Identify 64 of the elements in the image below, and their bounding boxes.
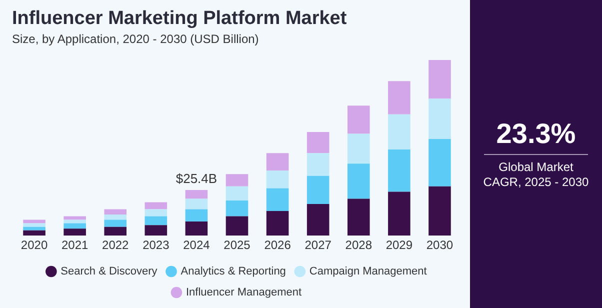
bar — [388, 114, 410, 150]
legend-label: Influencer Management — [186, 286, 302, 299]
text: 23.3% — [495, 118, 577, 151]
bar — [428, 98, 451, 140]
bar — [428, 186, 451, 236]
bar — [226, 174, 248, 186]
bar — [144, 225, 168, 236]
bar — [64, 220, 86, 224]
x-tick-label: 2028 — [345, 238, 372, 252]
bar — [104, 214, 127, 220]
bar — [23, 223, 46, 227]
bar — [23, 220, 46, 224]
bar — [64, 216, 86, 220]
bar — [226, 216, 248, 236]
bar — [388, 192, 410, 236]
x-tick-label: 2023 — [142, 238, 170, 252]
bar — [185, 198, 208, 210]
bar — [23, 230, 46, 236]
annotation: $25.4B — [176, 171, 218, 186]
bar — [104, 220, 127, 227]
text: Global Market CAGR, 2025 - 2030 — [482, 160, 590, 190]
bar — [144, 216, 168, 226]
bar — [266, 188, 289, 212]
legend-label: Analytics & Reporting — [180, 266, 286, 278]
bar — [104, 209, 127, 215]
bar — [388, 81, 410, 114]
x-tick-label: 2020 — [20, 238, 48, 252]
x-tick-label: 2025 — [224, 238, 251, 252]
bar — [226, 200, 248, 216]
bar — [266, 153, 289, 171]
bar — [428, 139, 451, 186]
x-tick-label: 2029 — [386, 238, 413, 252]
bar — [226, 186, 248, 200]
bar — [23, 226, 46, 230]
legend-label: Campaign Management — [309, 266, 427, 278]
bar — [347, 198, 370, 236]
bar — [64, 228, 86, 236]
bar — [388, 150, 410, 192]
bar — [306, 132, 330, 154]
x-tick-label: 2030 — [426, 238, 454, 252]
chart-title: Influencer Marketing Platform Market — [12, 8, 347, 30]
x-tick-label: 2024 — [183, 238, 210, 252]
bar — [306, 153, 330, 176]
bar — [144, 209, 168, 216]
bar — [266, 170, 289, 188]
bar — [266, 211, 289, 236]
bar — [144, 202, 168, 210]
bar — [347, 106, 370, 134]
x-tick-label: 2027 — [304, 238, 332, 252]
x-tick-label: 2022 — [102, 238, 130, 252]
bar — [347, 164, 370, 199]
bar — [185, 222, 208, 236]
chart-subtitle: Size, by Application, 2020 - 2030 (USD Billion) — [12, 32, 259, 46]
x-tick-label: 2026 — [264, 238, 292, 252]
legend-label: Search & Discovery — [60, 266, 158, 278]
bar — [347, 134, 370, 164]
bar — [306, 204, 330, 236]
bar — [64, 223, 86, 229]
bar — [428, 60, 451, 99]
x-tick-label: 2021 — [61, 238, 88, 252]
bar — [185, 209, 208, 222]
bar — [104, 226, 127, 236]
bar — [306, 176, 330, 204]
bar — [185, 190, 208, 199]
